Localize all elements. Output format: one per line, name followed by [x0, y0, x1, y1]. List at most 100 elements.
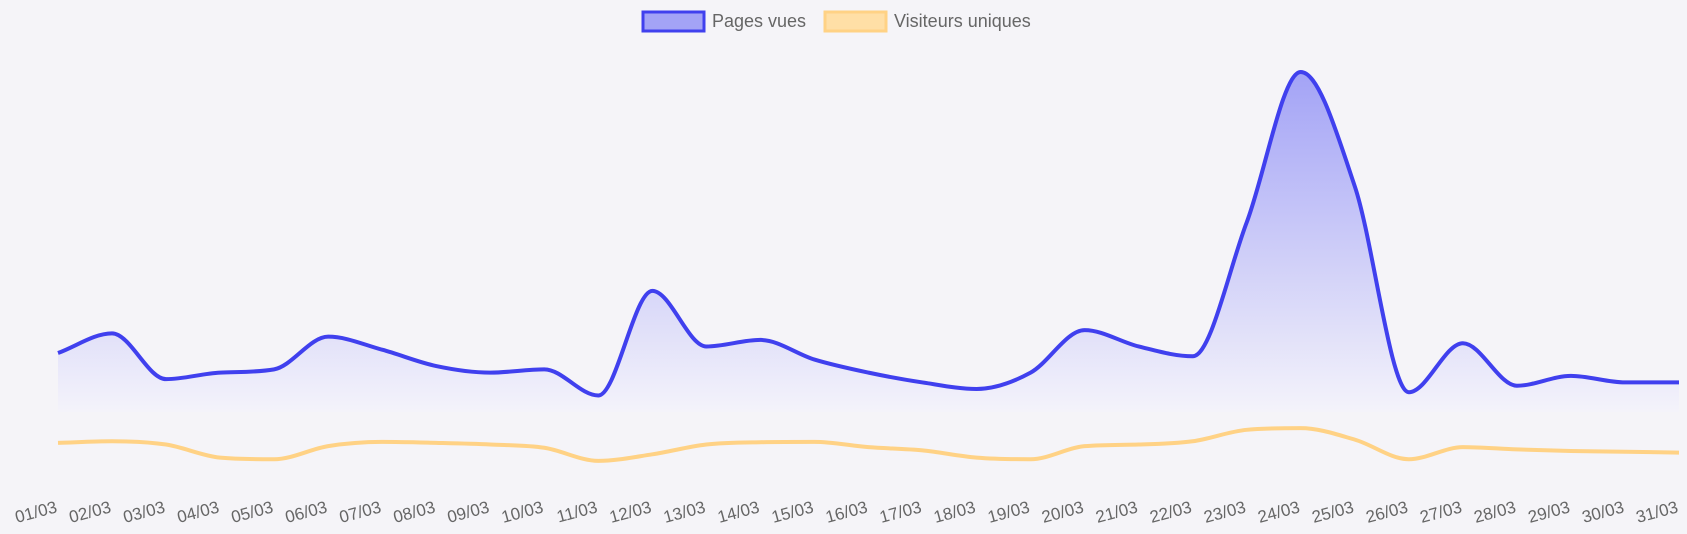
data-point-pages-vues-6[interactable]: [325, 334, 331, 340]
x-tick-label: 16/03: [824, 498, 870, 527]
data-point-visiteurs-uniques-3[interactable]: [163, 442, 169, 448]
data-point-visiteurs-uniques-6[interactable]: [325, 443, 331, 449]
x-tick-label: 08/03: [391, 498, 437, 527]
data-point-visiteurs-uniques-9[interactable]: [487, 442, 493, 448]
data-point-pages-vues-10[interactable]: [541, 366, 547, 372]
data-point-visiteurs-uniques-15[interactable]: [811, 439, 817, 445]
x-tick-label: 24/03: [1256, 498, 1302, 527]
x-tick-label: 10/03: [499, 498, 545, 527]
legend-item-pages-vues[interactable]: Pages vues: [641, 10, 806, 33]
data-point-visiteurs-uniques-31[interactable]: [1676, 450, 1682, 456]
data-point-pages-vues-22[interactable]: [1190, 353, 1196, 359]
data-point-visiteurs-uniques-14[interactable]: [757, 439, 763, 445]
x-tick-label: 17/03: [878, 498, 924, 527]
data-point-pages-vues-25[interactable]: [1352, 183, 1358, 189]
series-line-visiteurs-uniques: [57, 426, 1680, 463]
data-point-pages-vues-1[interactable]: [55, 350, 61, 356]
data-point-pages-vues-14[interactable]: [757, 337, 763, 343]
data-point-visiteurs-uniques-8[interactable]: [433, 440, 439, 446]
data-point-pages-vues-31[interactable]: [1676, 379, 1682, 385]
x-tick-label: 23/03: [1202, 498, 1248, 527]
data-point-pages-vues-19[interactable]: [1028, 370, 1034, 376]
x-tick-label: 28/03: [1472, 498, 1518, 527]
data-point-pages-vues-23[interactable]: [1244, 219, 1250, 225]
data-point-visiteurs-uniques-28[interactable]: [1514, 446, 1520, 452]
x-tick-label: 31/03: [1634, 498, 1680, 527]
legend-swatch-pages-vues: [641, 10, 706, 33]
x-tick-label: 30/03: [1580, 498, 1626, 527]
data-point-pages-vues-20[interactable]: [1082, 327, 1088, 333]
data-point-pages-vues-29[interactable]: [1568, 373, 1574, 379]
data-point-pages-vues-27[interactable]: [1460, 340, 1466, 346]
data-point-visiteurs-uniques-26[interactable]: [1406, 456, 1412, 462]
area-fill-pages-vues: [58, 71, 1679, 412]
x-tick-label: 29/03: [1526, 498, 1572, 527]
x-tick-label: 18/03: [932, 498, 978, 527]
x-tick-label: 09/03: [445, 498, 491, 527]
data-point-pages-vues-16[interactable]: [866, 370, 872, 376]
x-tick-label: 26/03: [1364, 498, 1410, 527]
x-tick-label: 04/03: [175, 498, 221, 527]
data-point-pages-vues-2[interactable]: [109, 330, 115, 336]
x-tick-label: 15/03: [769, 498, 815, 527]
series-line-pages-vues: [57, 69, 1679, 398]
legend-swatch-visiteurs-uniques: [823, 10, 888, 33]
data-point-pages-vues-17[interactable]: [920, 379, 926, 385]
data-point-pages-vues-11[interactable]: [595, 392, 601, 398]
data-point-visiteurs-uniques-13[interactable]: [703, 442, 709, 448]
data-point-pages-vues-9[interactable]: [487, 370, 493, 376]
data-point-visiteurs-uniques-17[interactable]: [920, 447, 926, 453]
data-point-pages-vues-30[interactable]: [1622, 379, 1628, 385]
x-tick-label: 27/03: [1418, 498, 1464, 527]
data-point-visiteurs-uniques-27[interactable]: [1460, 444, 1466, 450]
data-point-pages-vues-28[interactable]: [1514, 383, 1520, 389]
data-point-visiteurs-uniques-2[interactable]: [109, 438, 115, 444]
data-point-visiteurs-uniques-10[interactable]: [541, 445, 547, 451]
data-point-pages-vues-8[interactable]: [433, 363, 439, 369]
data-point-pages-vues-18[interactable]: [974, 386, 980, 392]
legend-item-visiteurs-uniques[interactable]: Visiteurs uniques: [823, 10, 1031, 33]
legend-label-visiteurs-uniques: Visiteurs uniques: [894, 11, 1031, 31]
data-point-visiteurs-uniques-7[interactable]: [379, 439, 385, 445]
x-tick-label: 03/03: [121, 498, 167, 527]
data-point-visiteurs-uniques-16[interactable]: [866, 444, 872, 450]
data-point-visiteurs-uniques-24[interactable]: [1298, 425, 1304, 431]
data-point-visiteurs-uniques-19[interactable]: [1028, 456, 1034, 462]
x-tick-label: 06/03: [283, 498, 329, 527]
x-tick-label: 12/03: [607, 498, 653, 527]
x-tick-label: 22/03: [1148, 498, 1194, 527]
data-point-pages-vues-15[interactable]: [811, 357, 817, 363]
data-point-pages-vues-7[interactable]: [379, 347, 385, 353]
data-point-pages-vues-13[interactable]: [703, 343, 709, 349]
data-point-visiteurs-uniques-23[interactable]: [1244, 427, 1250, 433]
data-point-pages-vues-5[interactable]: [271, 366, 277, 372]
data-point-pages-vues-3[interactable]: [163, 376, 169, 382]
data-point-pages-vues-21[interactable]: [1136, 343, 1142, 349]
data-point-visiteurs-uniques-30[interactable]: [1622, 449, 1628, 455]
chart-legend: Pages vues Visiteurs uniques: [641, 10, 1031, 33]
data-point-pages-vues-24[interactable]: [1298, 69, 1304, 75]
legend-label-pages-vues: Pages vues: [712, 11, 806, 31]
data-point-pages-vues-26[interactable]: [1406, 389, 1412, 395]
data-point-pages-vues-12[interactable]: [649, 288, 655, 294]
data-point-visiteurs-uniques-25[interactable]: [1352, 437, 1358, 443]
data-point-visiteurs-uniques-22[interactable]: [1190, 438, 1196, 444]
data-point-visiteurs-uniques-11[interactable]: [595, 458, 601, 464]
x-tick-label: 19/03: [986, 498, 1032, 527]
x-tick-label: 01/03: [13, 498, 59, 527]
data-point-pages-vues-4[interactable]: [217, 370, 223, 376]
x-tick-label: 11/03: [555, 498, 600, 527]
x-tick-label: 14/03: [715, 498, 761, 527]
data-point-visiteurs-uniques-4[interactable]: [217, 455, 223, 461]
x-tick-label: 13/03: [661, 498, 707, 527]
x-tick-label: 20/03: [1040, 498, 1086, 527]
data-point-visiteurs-uniques-29[interactable]: [1568, 448, 1574, 454]
data-point-visiteurs-uniques-18[interactable]: [974, 455, 980, 461]
data-point-visiteurs-uniques-12[interactable]: [649, 451, 655, 457]
data-point-visiteurs-uniques-20[interactable]: [1082, 443, 1088, 449]
data-point-visiteurs-uniques-21[interactable]: [1136, 442, 1142, 448]
data-point-visiteurs-uniques-5[interactable]: [271, 456, 277, 462]
x-tick-label: 05/03: [229, 498, 275, 527]
data-point-visiteurs-uniques-1[interactable]: [55, 440, 61, 446]
